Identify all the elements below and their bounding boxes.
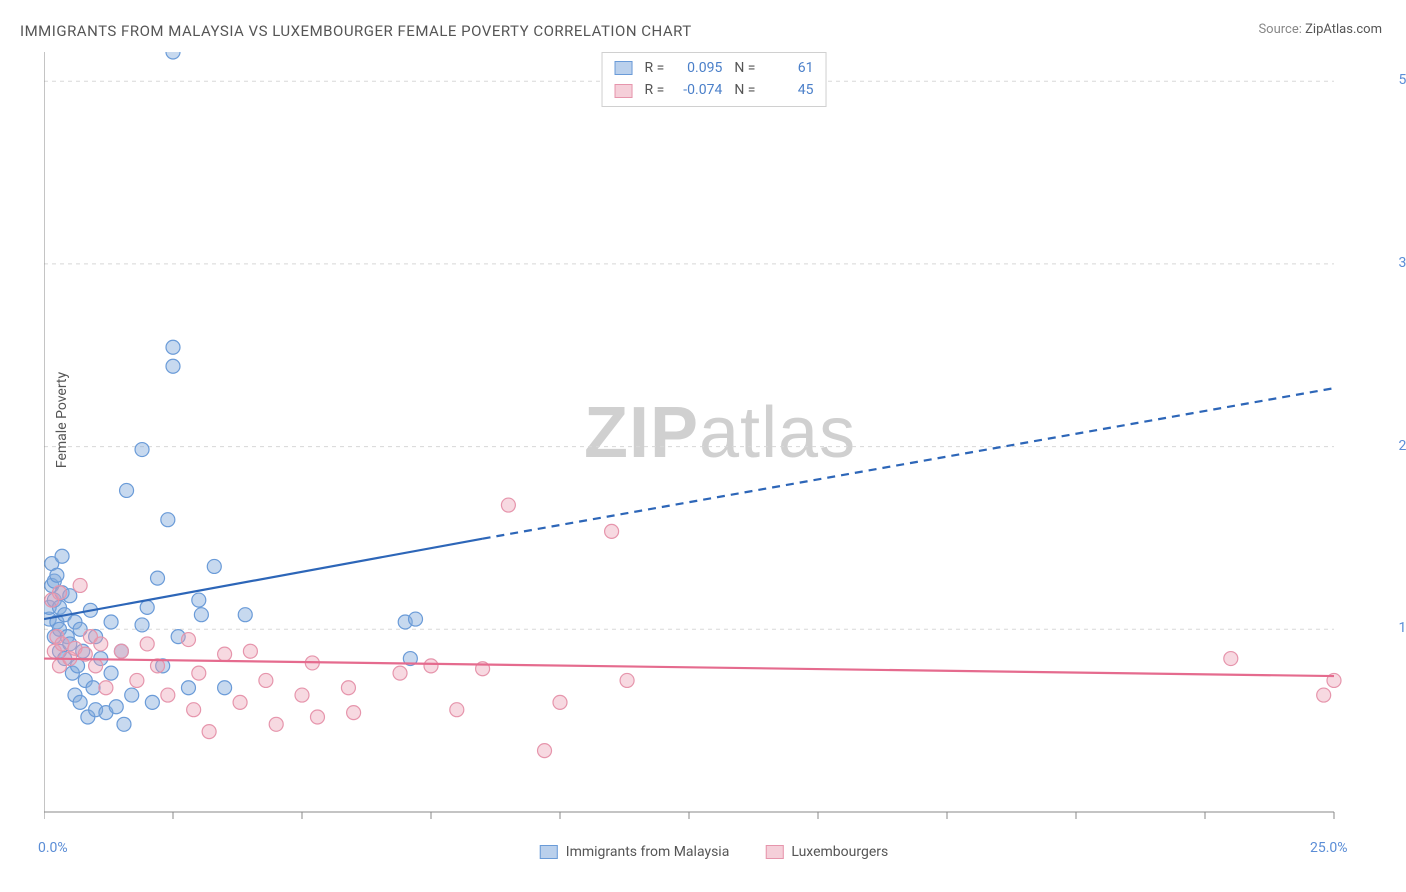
chart-area: ZIPatlas Female Poverty R = 0.095 N = 61… [44,52,1384,832]
legend-label-1: Immigrants from Malaysia [566,844,730,860]
source-value: ZipAtlas.com [1305,22,1382,37]
r-value-1: 0.095 [674,57,722,79]
r-label: R = [645,57,665,79]
swatch-pink [615,84,633,98]
correlation-stats-box: R = 0.095 N = 61 R = -0.074 N = 45 [602,52,827,107]
bottom-legend: Immigrants from Malaysia Luxembourgers [540,844,888,860]
y-tick-label: 25.0% [1386,438,1406,454]
swatch-blue [615,61,633,75]
n-value-2: 45 [765,79,813,101]
stats-row-series1: R = 0.095 N = 61 [615,57,814,79]
legend-label-2: Luxembourgers [791,844,888,860]
y-tick-label: 12.5% [1386,620,1406,636]
n-value-1: 61 [765,57,813,79]
r-label: R = [645,79,665,101]
scatter-plot [44,52,1384,832]
y-axis-label: Female Poverty [54,372,70,468]
chart-title: IMMIGRANTS FROM MALAYSIA VS LUXEMBOURGER… [20,22,692,40]
legend-item-1: Immigrants from Malaysia [540,844,730,860]
r-value-2: -0.074 [674,79,722,101]
stats-row-series2: R = -0.074 N = 45 [615,79,814,101]
y-tick-label: 50.0% [1386,72,1406,88]
x-tick-label: 25.0% [1310,840,1348,856]
legend-swatch-pink [765,845,783,859]
y-tick-label: 37.5% [1386,255,1406,271]
n-label: N = [734,79,755,101]
source-attribution: Source: ZipAtlas.com [1258,22,1382,37]
legend-swatch-blue [540,845,558,859]
legend-item-2: Luxembourgers [765,844,888,860]
source-label: Source: [1258,22,1301,37]
n-label: N = [734,57,755,79]
x-tick-label: 0.0% [38,840,68,856]
